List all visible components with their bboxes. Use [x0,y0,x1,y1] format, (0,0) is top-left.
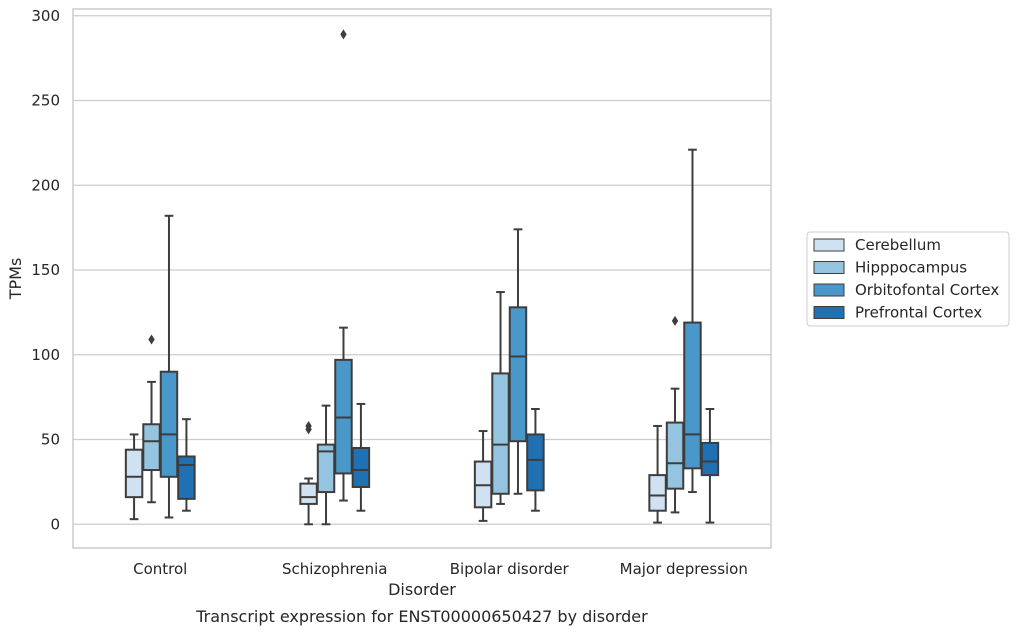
y-tick-label: 100 [31,346,60,364]
x-tick-label: Control [133,560,187,578]
plot-area-frame [72,8,772,549]
box-iqr [351,446,371,488]
box-group [648,148,720,524]
box [142,334,161,504]
legend-item: Cerebellum [813,236,941,254]
box [351,402,371,512]
box-group [299,29,371,526]
legend-label: Cerebellum [855,236,941,254]
box [526,408,545,512]
y-tick-label: 250 [31,92,60,110]
box-iqr [177,455,196,500]
box-iqr [491,372,510,495]
legend: Cerebellum Hipppocampus Orbitofontal Corte… [806,231,1010,327]
box-groups [124,29,720,526]
box-iqr [142,423,161,472]
box-iqr [508,306,528,443]
box [700,408,720,524]
y-tick-label: 50 [41,431,60,449]
y-tick-labels: 0 50 100 150 200 250 300 [31,7,60,533]
x-tick-label: Bipolar disorder [450,560,570,578]
box [508,228,528,495]
box [316,404,336,526]
box [683,148,702,494]
box [159,214,179,519]
y-tick-label: 200 [31,176,60,194]
outlier-point [148,334,155,345]
legend-item: Orbitofontal Cortex [813,281,999,299]
box-group [473,228,545,522]
box-iqr [159,370,179,478]
box [648,424,667,524]
gridlines [73,15,771,525]
legend-swatch [813,283,845,297]
box [473,430,493,522]
box [665,315,685,514]
outlier-point [340,29,347,40]
box-iqr [124,448,144,499]
box-iqr [700,441,720,477]
x-tick-label: Schizophrenia [282,560,387,578]
box-iqr [665,421,685,490]
figure-caption: Transcript expression for ENST0000065042… [195,607,648,626]
outlier-point [305,420,312,431]
y-tick-label: 300 [31,7,60,25]
box-group [124,214,196,521]
legend-item: Hipppocampus [813,259,967,277]
box-iqr [299,482,318,505]
box-iqr [526,433,545,492]
x-axis-title: Disorder [388,580,456,599]
y-axis-title: TPMs [6,258,25,301]
legend-swatch [813,238,845,252]
box [299,420,318,526]
legend-frame [806,231,1010,327]
outlier-point [671,315,679,326]
x-tick-label: Major depression [620,560,748,578]
box-iqr [316,443,336,494]
y-tick-label: 150 [31,261,60,279]
legend-swatch [813,306,845,319]
x-tick-labels: Control Schizophrenia Bipolar disorder Majo… [133,560,748,578]
box [491,291,510,505]
legend-swatch [813,261,845,274]
legend-label: Prefrontal Cortex [855,304,982,322]
box [177,418,196,512]
y-tick-label: 0 [50,515,60,533]
box [334,29,353,502]
legend-label: Orbitofontal Cortex [855,281,999,299]
legend-item: Prefrontal Cortex [813,304,982,322]
box-iqr [648,474,667,512]
legend-label: Hipppocampus [855,259,967,277]
box-iqr [683,321,702,470]
box [124,433,144,521]
